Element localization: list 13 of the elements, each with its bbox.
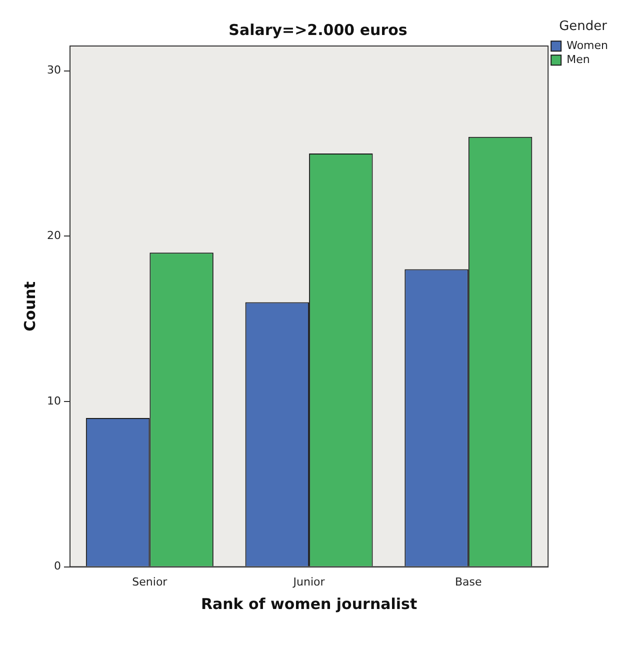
x-tick-label: Senior: [132, 575, 168, 588]
y-tick-label: 30: [46, 64, 61, 77]
x-tick-label: Base: [455, 575, 482, 588]
x-tick-label: Junior: [292, 575, 326, 588]
y-axis-title: Count: [20, 281, 39, 332]
y-tick-label: 20: [46, 228, 61, 242]
y-tick-label: 10: [46, 394, 61, 408]
chart-title: Salary=>2.000 euros: [228, 20, 408, 39]
legend-label: Women: [566, 38, 608, 52]
y-tick-label: 0: [54, 560, 61, 573]
x-axis-title: Rank of women journalist: [200, 594, 418, 613]
legend-title: Gender: [559, 18, 608, 34]
legend-label: Men: [566, 52, 590, 66]
